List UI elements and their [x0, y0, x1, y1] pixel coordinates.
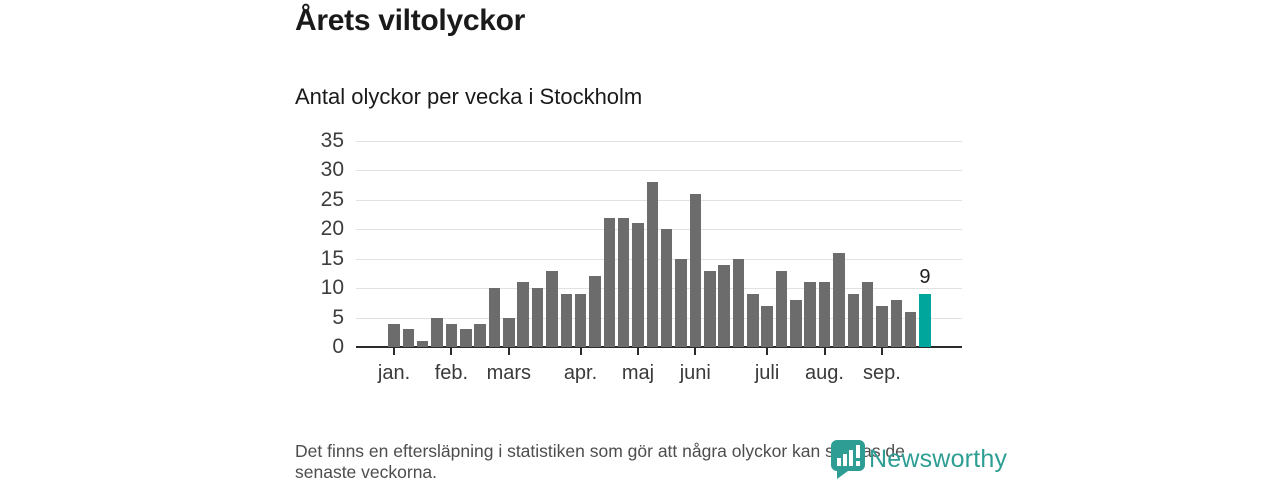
- bar-week-32: [833, 252, 845, 347]
- gridline-y-30: [356, 170, 962, 172]
- bar-week-31: [818, 282, 831, 347]
- gridline-y-25: [356, 199, 962, 201]
- bar-week-8: [488, 288, 501, 347]
- newsworthy-logo: Newsworthy: [831, 440, 1007, 479]
- y-axis-label-10: 10: [320, 276, 344, 300]
- bar-week-6: [460, 329, 472, 347]
- gridline-y-10: [356, 288, 962, 290]
- bar-week-34: [861, 282, 874, 347]
- x-axis-label-aug: aug.: [805, 362, 844, 384]
- bar-week-19: [646, 182, 658, 347]
- bar-week-17: [617, 217, 630, 347]
- x-tick-feb: [450, 348, 453, 355]
- y-axis-label-20: 20: [320, 217, 344, 241]
- x-tick-mars: [507, 348, 510, 355]
- x-axis-label-jan: jan.: [377, 362, 411, 384]
- x-tick-jan: [393, 348, 395, 355]
- x-tick-sep: [880, 348, 883, 355]
- bar-week-37: [904, 311, 917, 347]
- x-axis-label-maj: maj: [621, 362, 655, 384]
- x-tick-maj: [637, 348, 639, 355]
- y-axis-label-0: 0: [332, 335, 344, 358]
- bar-week-11: [531, 288, 544, 347]
- bar-week-2: [402, 329, 415, 347]
- y-axis-label-35: 35: [320, 129, 344, 152]
- bar-week-3: [416, 341, 429, 347]
- bar-week-1: [388, 323, 400, 347]
- bar-week-15: [589, 276, 601, 347]
- y-axis-label-5: 5: [332, 305, 344, 329]
- bar-week-28: [775, 270, 788, 347]
- y-axis-label-30: 30: [320, 158, 344, 182]
- gridline-y-20: [356, 229, 962, 231]
- x-tick-juli: [766, 348, 769, 355]
- x-axis-label-sep: sep.: [862, 362, 901, 384]
- y-axis-label-25: 25: [320, 187, 344, 211]
- bar-week-30: [804, 282, 816, 347]
- bar-week-24: [718, 264, 730, 347]
- bar-week-38: [919, 294, 931, 347]
- bar-week-14: [574, 294, 587, 347]
- bar-week-21: [675, 258, 687, 347]
- bar-week-13: [560, 294, 572, 347]
- bar-week-5: [445, 323, 458, 347]
- x-tick-aug: [823, 348, 826, 355]
- bar-week-7: [474, 323, 486, 347]
- y-axis-label-15: 15: [320, 246, 344, 270]
- bar-week-10: [517, 282, 529, 347]
- x-axis-label-juli: juli: [754, 362, 780, 384]
- bar-week-23: [704, 270, 716, 347]
- bar-week-4: [431, 317, 443, 347]
- footnote: Det finns en eftersläpning i statistiken…: [295, 441, 995, 480]
- chart-title: Årets viltolyckor: [295, 4, 525, 37]
- x-axis-line: [356, 346, 962, 348]
- bar-week-9: [503, 317, 515, 347]
- bar-week-18: [632, 223, 644, 347]
- x-tick-juni: [694, 348, 697, 355]
- highlight-value-label: 9: [919, 266, 931, 288]
- footnote-line-2: senaste veckorna.: [295, 462, 438, 480]
- bar-week-20: [660, 229, 673, 347]
- bar-week-26: [747, 294, 759, 347]
- bar-week-29: [790, 299, 802, 347]
- gridline-y-35: [356, 141, 962, 142]
- bar-week-22: [689, 194, 702, 347]
- bar-week-35: [876, 305, 888, 347]
- gridline-y-5: [356, 317, 962, 319]
- x-axis-label-juni: juni: [679, 362, 711, 384]
- x-axis-label-feb: feb.: [434, 362, 469, 384]
- bar-week-12: [546, 270, 558, 347]
- footnote-line-1: Det finns en eftersläpning i statistiken…: [295, 441, 905, 461]
- bar-week-16: [603, 217, 615, 347]
- bar-week-33: [847, 294, 859, 347]
- bar-week-36: [890, 299, 902, 347]
- x-axis-label-apr: apr.: [563, 362, 598, 384]
- bar-week-27: [761, 305, 773, 347]
- bar-week-25: [732, 258, 745, 347]
- chart-subtitle: Antal olyckor per vecka i Stockholm: [295, 84, 643, 109]
- newsworthy-badge-icon: [831, 440, 865, 479]
- newsworthy-wordmark: Newsworthy: [869, 445, 1008, 473]
- x-axis-label-mars: mars: [486, 362, 532, 384]
- x-tick-apr: [579, 348, 582, 355]
- gridline-y-15: [356, 258, 962, 260]
